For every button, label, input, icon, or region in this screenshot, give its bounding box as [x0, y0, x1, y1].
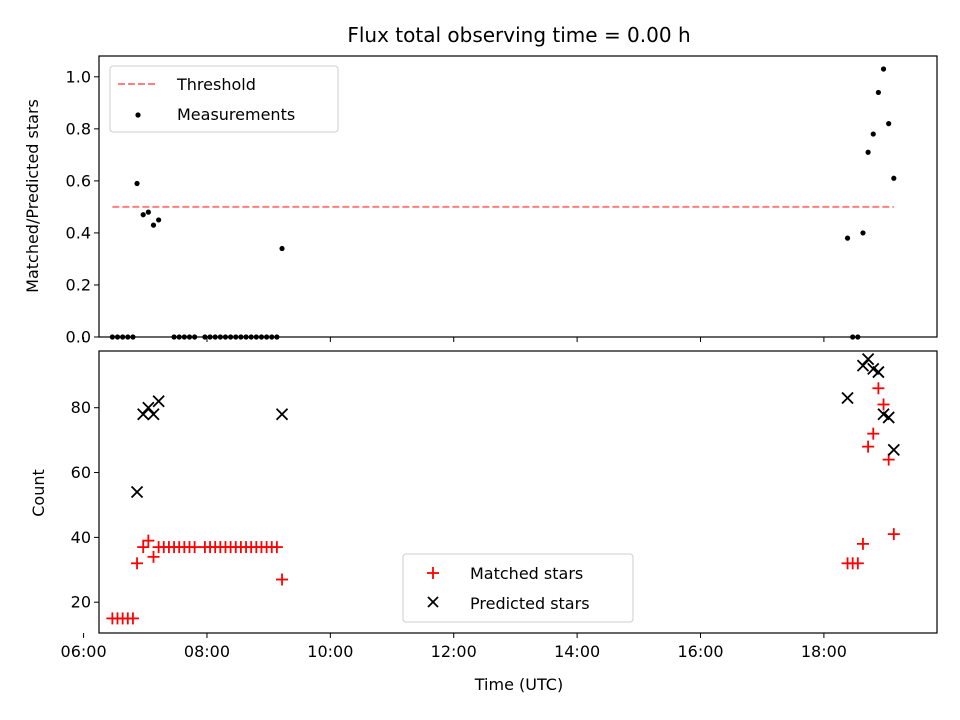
- measurement-point: [134, 180, 140, 187]
- measurement-point: [860, 230, 866, 236]
- measurement-point: [865, 149, 871, 155]
- measurement-point: [891, 175, 897, 181]
- legend-measurements-swatch: [135, 112, 141, 118]
- predicted-star-marker: [137, 408, 150, 421]
- top-legend-box: [109, 65, 339, 133]
- predicted-star-marker: [841, 391, 854, 405]
- top-ytick-label: 0.8: [66, 119, 91, 138]
- top-ytick-label: 0.6: [66, 171, 91, 190]
- chart-title: Flux total observing time = 0.00 h: [347, 23, 690, 47]
- matched-star-marker: [188, 541, 201, 554]
- top-ytick-label: 0.0: [66, 328, 91, 347]
- top-legend: Threshold Measurements: [109, 65, 339, 133]
- x-tick-label: 18:00: [801, 642, 847, 661]
- matched-star-marker: [887, 528, 900, 541]
- x-tick-label: 08:00: [184, 642, 230, 661]
- measurement-point: [145, 209, 151, 215]
- x-axis-label: Time (UTC): [474, 675, 563, 694]
- bottom-legend-box: [402, 553, 634, 623]
- matched-star-marker: [877, 398, 890, 411]
- predicted-star-marker: [130, 485, 144, 499]
- measurement-point: [279, 245, 285, 252]
- bottom-panel: 20 40 60 80 06:00 08:00 10:00 12:00 14:00 16:00 18…: [61, 352, 900, 661]
- top-ytick-label: 0.2: [66, 275, 91, 294]
- legend-measurements-label: Measurements: [177, 105, 295, 124]
- matched-star-marker: [276, 573, 289, 586]
- x-tick-label: 10:00: [307, 642, 353, 661]
- measurement-point: [870, 131, 876, 137]
- legend-predicted-swatch: [427, 596, 439, 608]
- legend-matched-swatch: [427, 567, 439, 579]
- series-predicted-stars: [130, 352, 900, 499]
- x-tick-label: 14:00: [554, 642, 600, 661]
- series-matched-stars: [106, 382, 900, 625]
- matched-star-marker: [126, 612, 139, 625]
- bottom-y-axis-label: Count: [29, 469, 48, 517]
- bottom-ytick-label: 40: [71, 528, 91, 547]
- matched-star-marker: [137, 541, 150, 554]
- bottom-ytick-label: 80: [71, 398, 91, 417]
- bottom-ytick-label: 20: [71, 593, 91, 612]
- legend-predicted-label: Predicted stars: [470, 594, 590, 613]
- bottom-ytick-label: 60: [71, 463, 91, 482]
- predicted-star-marker: [861, 352, 875, 366]
- measurement-point: [875, 89, 881, 96]
- measurement-point: [886, 121, 892, 127]
- measurement-point: [150, 222, 157, 228]
- legend-matched-label: Matched stars: [470, 564, 583, 583]
- matched-star-marker: [867, 427, 880, 440]
- top-axes-frame: [98, 55, 938, 338]
- matched-star-marker: [147, 550, 160, 563]
- predicted-star-marker: [856, 359, 870, 372]
- bottom-legend: Matched stars Predicted stars: [402, 553, 634, 623]
- predicted-star-marker: [887, 443, 900, 456]
- predicted-star-marker: [152, 395, 165, 408]
- x-tick-label: 06:00: [61, 642, 107, 661]
- matched-star-marker: [856, 537, 869, 550]
- predicted-star-marker: [147, 408, 160, 421]
- legend-threshold-label: Threshold: [176, 75, 256, 94]
- bottom-axes-frame: [98, 350, 938, 634]
- predicted-star-marker: [872, 365, 885, 379]
- predicted-star-marker: [882, 411, 895, 424]
- top-ytick-label: 1.0: [66, 67, 91, 86]
- top-panel: 0.0 0.2 0.4 0.6 0.8 1.0: [66, 66, 897, 347]
- matched-star-marker: [270, 541, 283, 554]
- matched-star-marker: [862, 440, 875, 453]
- matched-star-marker: [851, 557, 864, 570]
- matched-star-marker: [142, 534, 155, 547]
- x-tick-label: 16:00: [677, 642, 723, 661]
- top-ytick-label: 0.4: [66, 223, 91, 242]
- predicted-star-marker: [142, 401, 155, 414]
- predicted-star-marker: [275, 408, 289, 421]
- measurement-point: [140, 212, 146, 218]
- measurement-point: [844, 235, 851, 241]
- x-tick-label: 12:00: [431, 642, 477, 661]
- matched-star-marker: [131, 557, 144, 570]
- top-y-axis-label: Matched/Predicted stars: [23, 99, 42, 293]
- matched-star-marker: [872, 382, 885, 395]
- measurement-point: [156, 217, 162, 223]
- measurement-point: [880, 66, 887, 72]
